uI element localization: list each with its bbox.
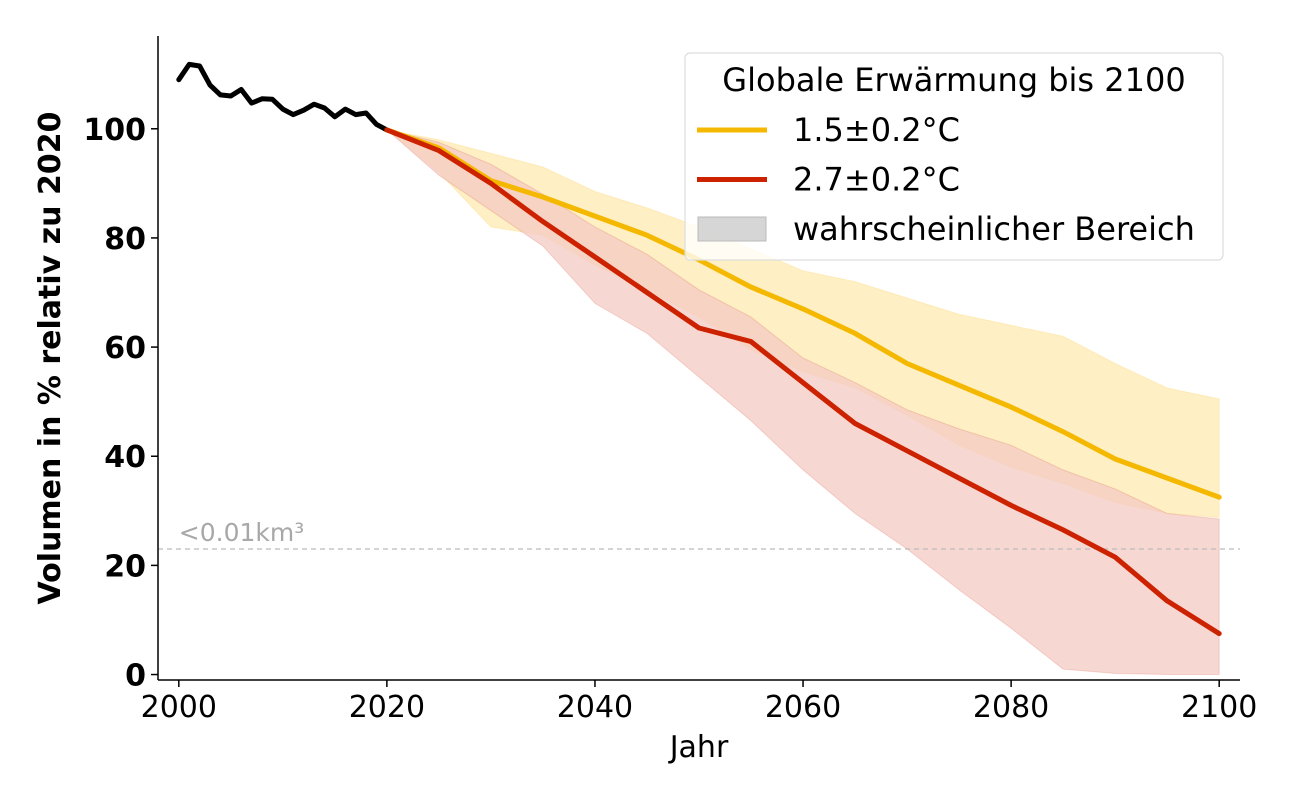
legend: Globale Erwärmung bis 2100 1.5±0.2°C 2.7±0… [684,52,1224,261]
threshold-label: <0.01km³ [179,518,304,547]
x-tick-label-2000: 2000 [141,690,217,725]
x-axis-label: Jahr [668,730,729,765]
y-tick-label-80: 80 [104,222,146,257]
uncertainty-bands [386,129,1220,675]
legend-label-1: 1.5±0.2°C [793,111,960,149]
y-tick-label-60: 60 [104,331,146,366]
line-series-2 [384,127,1222,637]
x-tick-label-2040: 2040 [557,690,633,725]
threshold-group: <0.01km³ [158,518,1240,550]
legend-box [684,52,1224,261]
legend-label-2: 2.7±0.2°C [793,161,960,199]
band-series-2 [386,129,1220,675]
y-tick-label-100: 100 [83,113,146,148]
series-lines [176,61,1222,637]
x-tick-label-2060: 2060 [765,690,841,725]
legend-title: Globale Erwärmung bis 2100 [722,61,1185,99]
historical-line [176,61,390,133]
y-tick-label-0: 0 [125,659,146,694]
y-tick-label-40: 40 [104,440,146,475]
x-tick-label-2020: 2020 [349,690,425,725]
x-tick-label-2100: 2100 [1181,690,1257,725]
axes: 2000 2020 2040 2060 2080 2100020406080100Jahr… [33,36,1257,765]
legend-label-3: wahrscheinlicher Bereich [793,210,1195,248]
y-axis-label: Volumen in % relativ zu 2020 [33,112,68,605]
legend-swatch-3 [697,216,767,242]
x-tick-label-2080: 2080 [973,690,1049,725]
y-tick-label-20: 20 [104,549,146,584]
line-series-1 [384,127,1222,500]
